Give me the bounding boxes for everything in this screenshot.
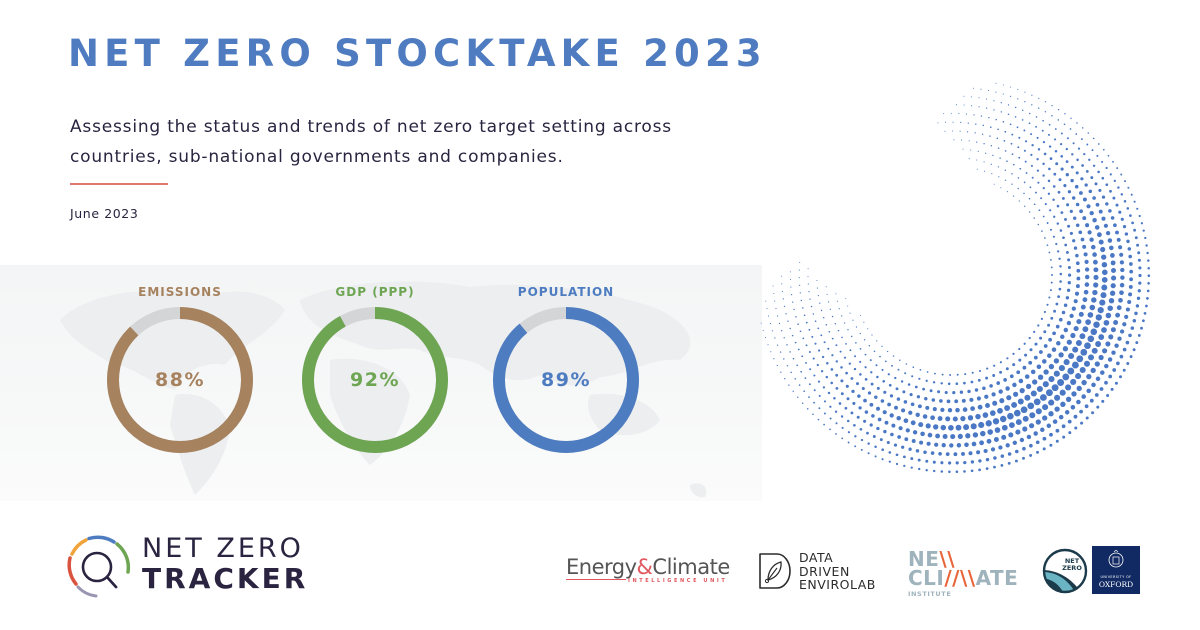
donut-emissions: EMISSIONS 88% xyxy=(105,283,255,455)
eciu-logo: Energy&Climate INTELLIGENCE UNIT xyxy=(566,556,730,585)
page-title: NET ZERO STOCKTAKE 2023 xyxy=(68,32,767,75)
eciu-word1: Energy xyxy=(566,555,637,579)
svg-text:NET: NET xyxy=(1065,557,1080,565)
nci-chevron-w: \\ xyxy=(939,547,956,571)
oxford-university-of: UNIVERSITY OF xyxy=(1100,575,1132,579)
nci-text-ate: ATE xyxy=(975,566,1019,590)
university-of-oxford-logo: UNIVERSITY OF OXFORD xyxy=(1092,546,1140,594)
eciu-underline xyxy=(566,579,626,580)
donut-label: GDP (PPP) xyxy=(335,285,415,299)
newclimate-institute-logo: NE\\ CLI//\\ATE INSTITUTE xyxy=(908,547,1019,598)
donut-gdp: GDP (PPP) 92% xyxy=(300,283,450,455)
donut-value: 92% xyxy=(350,369,400,391)
leaf-icon xyxy=(759,553,791,589)
ddel-line1: DATA xyxy=(799,550,834,565)
ddel-line2: DRIVEN xyxy=(799,563,850,579)
subtitle: Assessing the status and trends of net z… xyxy=(70,117,672,167)
accent-divider xyxy=(70,183,168,185)
net-zero-oxford-badge-icon: NET ZERO xyxy=(1042,548,1088,594)
eciu-amp: & xyxy=(636,555,653,579)
donut-label: EMISSIONS xyxy=(138,285,222,299)
nci-institute-label: INSTITUTE xyxy=(908,590,952,598)
donut-population: POPULATION 89% xyxy=(491,283,641,455)
net-zero-tracker-logo: NET ZERO TRACKER xyxy=(64,530,324,602)
eciu-subtitle: INTELLIGENCE UNIT xyxy=(628,578,728,584)
donut-ring-emissions xyxy=(107,307,253,453)
tracker-line1: NET ZERO xyxy=(142,533,304,564)
oxford-name: OXFORD xyxy=(1098,580,1134,589)
oxford-crest-icon xyxy=(1108,550,1124,568)
donut-value: 89% xyxy=(541,369,591,391)
halftone-circle-graphic xyxy=(760,82,1151,474)
tracker-line2: TRACKER xyxy=(142,562,309,595)
tracker-magnifier-icon xyxy=(67,535,131,598)
donut-ring-gdp xyxy=(302,307,448,453)
ddel-wordmark: DATA DRIVEN ENVIROLAB xyxy=(799,551,876,592)
eciu-word2: Climate xyxy=(652,555,730,579)
svg-text:ZERO: ZERO xyxy=(1062,564,1082,572)
nci-chevron-m: //\\ xyxy=(944,566,976,590)
ddel-line3: ENVIROLAB xyxy=(799,577,876,592)
donut-ring-population xyxy=(493,307,639,453)
nci-text-ne: NE xyxy=(908,547,940,571)
nci-text-cli: CLI xyxy=(908,566,945,590)
donut-label: POPULATION xyxy=(517,285,615,299)
donut-value: 88% xyxy=(155,369,205,391)
tracker-wordmark: NET ZERO TRACKER xyxy=(142,534,308,594)
publication-date: June 2023 xyxy=(70,206,139,221)
world-map-icon xyxy=(60,281,707,498)
